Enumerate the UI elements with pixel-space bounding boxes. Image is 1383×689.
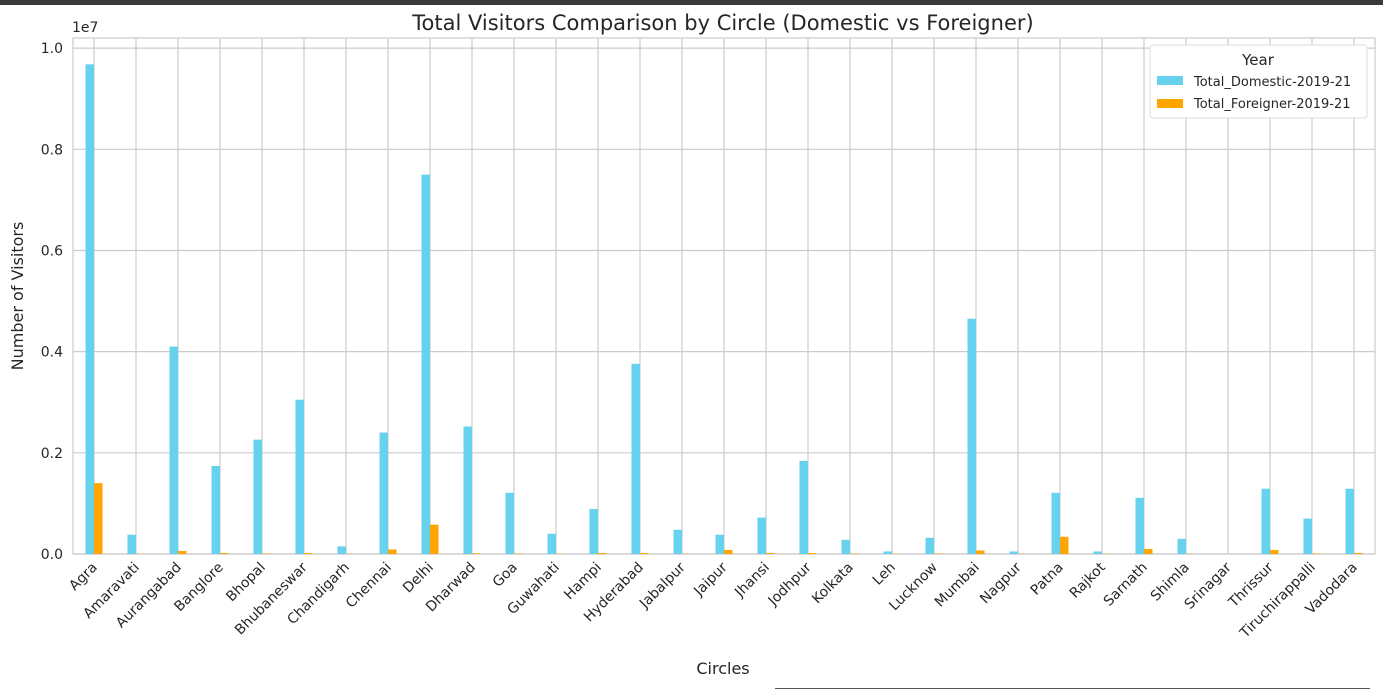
x-tick-label: Delhi	[400, 560, 437, 597]
x-tick-label: Srinagar	[1182, 559, 1235, 612]
x-tick-label: Jabalpur	[636, 559, 689, 612]
x-tick-label: Chennai	[343, 560, 395, 612]
bar-domestic-tiruchirappalli	[1303, 518, 1312, 554]
bar-foreigner-hampi	[598, 552, 607, 554]
legend-swatch-foreigner	[1157, 99, 1183, 108]
bar-domestic-sarnath	[1135, 497, 1144, 554]
legend-label-domestic: Total_Domestic-2019-21	[1193, 75, 1351, 90]
x-tick-label: Jhansi	[731, 560, 772, 601]
bar-domestic-hyderabad	[631, 363, 640, 554]
bar-domestic-hampi	[589, 508, 598, 554]
bar-domestic-lucknow	[925, 537, 934, 554]
bar-domestic-delhi	[421, 174, 430, 554]
bar-domestic-jodhpur	[799, 460, 808, 554]
x-tick-label: Agra	[66, 560, 101, 595]
bar-foreigner-thrissur	[1270, 549, 1279, 554]
bar-domestic-chennai	[379, 432, 388, 554]
x-tick-label: Jodhpur	[765, 559, 815, 609]
bar-domestic-chandigarh	[337, 546, 346, 554]
bar-foreigner-hyderabad	[640, 552, 649, 554]
bar-domestic-dharwad	[463, 426, 472, 554]
bar-foreigner-jhansi	[766, 552, 775, 554]
bar-foreigner-mumbai	[976, 550, 985, 554]
x-tick-label: Tiruchirappalli	[1236, 560, 1318, 642]
bar-foreigner-patna	[1060, 536, 1069, 554]
bar-domestic-leh	[883, 551, 892, 554]
x-axis-label: Circles	[696, 659, 749, 678]
bar-foreigner-dharwad	[472, 553, 481, 554]
bar-domestic-patna	[1051, 492, 1060, 554]
bar-foreigner-goa	[514, 553, 523, 554]
bar-domestic-rajkot	[1093, 551, 1102, 554]
x-tick-label: Leh	[870, 560, 899, 589]
x-tick-label: Sarnath	[1101, 560, 1151, 610]
bar-domestic-guwahati	[547, 533, 556, 554]
bar-foreigner-sarnath	[1144, 548, 1153, 554]
chart-title: Total Visitors Comparison by Circle (Dom…	[411, 11, 1033, 35]
legend-box	[1149, 44, 1368, 119]
y-tick-label: 0.8	[41, 142, 63, 158]
x-tick-label: Kolkata	[809, 560, 857, 608]
bar-domestic-amaravati	[127, 534, 136, 554]
legend-title: Year	[1241, 51, 1275, 69]
legend-label-foreigner: Total_Foreigner-2019-21	[1193, 97, 1351, 112]
bar-domestic-bhopal	[253, 439, 262, 554]
bar-domestic-jabalpur	[673, 529, 682, 554]
bar-foreigner-chennai	[388, 549, 397, 554]
x-tick-label: Bhubaneswar	[232, 559, 311, 638]
y-axis-label: Number of Visitors	[8, 222, 27, 371]
bar-domestic-aurangabad	[169, 346, 178, 554]
bars-group	[85, 64, 1363, 555]
bar-foreigner-banglore	[220, 552, 229, 554]
bar-foreigner-jaipur	[724, 549, 733, 554]
x-tick-label: Mumbai	[932, 560, 983, 611]
y-tick-labels: 0.0 0.2 0.4 0.6 0.8 1.0	[41, 41, 63, 563]
bar-domestic-kolkata	[841, 539, 850, 554]
y-tick-label: 1.0	[41, 41, 63, 57]
bar-domestic-mumbai	[967, 318, 976, 554]
y-tick-label: 0.6	[41, 243, 63, 259]
bar-foreigner-kolkata	[850, 553, 859, 554]
bar-foreigner-aurangabad	[178, 550, 187, 554]
bar-domestic-jaipur	[715, 534, 724, 554]
legend: Year Total_Domestic-2019-21 Total_Foreig…	[1149, 44, 1368, 119]
bar-foreigner-agra	[94, 483, 103, 554]
y-tick-label: 0.4	[41, 345, 63, 361]
bar-domestic-goa	[505, 492, 514, 554]
bar-foreigner-jodhpur	[808, 552, 817, 554]
bar-domestic-thrissur	[1261, 488, 1270, 554]
x-tick-label: Jaipur	[690, 559, 731, 600]
bar-domestic-jhansi	[757, 517, 766, 554]
x-tick-label: Patna	[1028, 560, 1067, 599]
x-tick-label: Nagpur	[977, 559, 1025, 607]
bar-domestic-banglore	[211, 465, 220, 554]
bar-domestic-nagpur	[1009, 551, 1018, 554]
y-tick-label: 0.2	[41, 446, 63, 462]
bar-domestic-agra	[85, 64, 94, 555]
legend-swatch-domestic	[1157, 76, 1183, 85]
bar-foreigner-bhubaneswar	[304, 552, 313, 554]
bar-domestic-vadodara	[1345, 488, 1354, 554]
bar-foreigner-tiruchirappalli	[1312, 553, 1321, 554]
bar-foreigner-delhi	[430, 524, 439, 554]
bar-foreigner-vadodara	[1354, 552, 1363, 554]
bar-foreigner-bhopal	[262, 553, 271, 554]
window-top-bar	[0, 0, 1383, 5]
bar-domestic-bhubaneswar	[295, 399, 304, 554]
x-tick-label: Goa	[490, 560, 521, 591]
y-tick-label: 0.0	[41, 547, 63, 563]
y-offset-label: 1e7	[72, 20, 98, 36]
x-tick-labels: AgraAmaravatiAurangabadBangloreBhopalBhu…	[66, 559, 1361, 642]
bar-foreigner-lucknow	[934, 553, 943, 554]
bar-domestic-shimla	[1177, 538, 1186, 554]
